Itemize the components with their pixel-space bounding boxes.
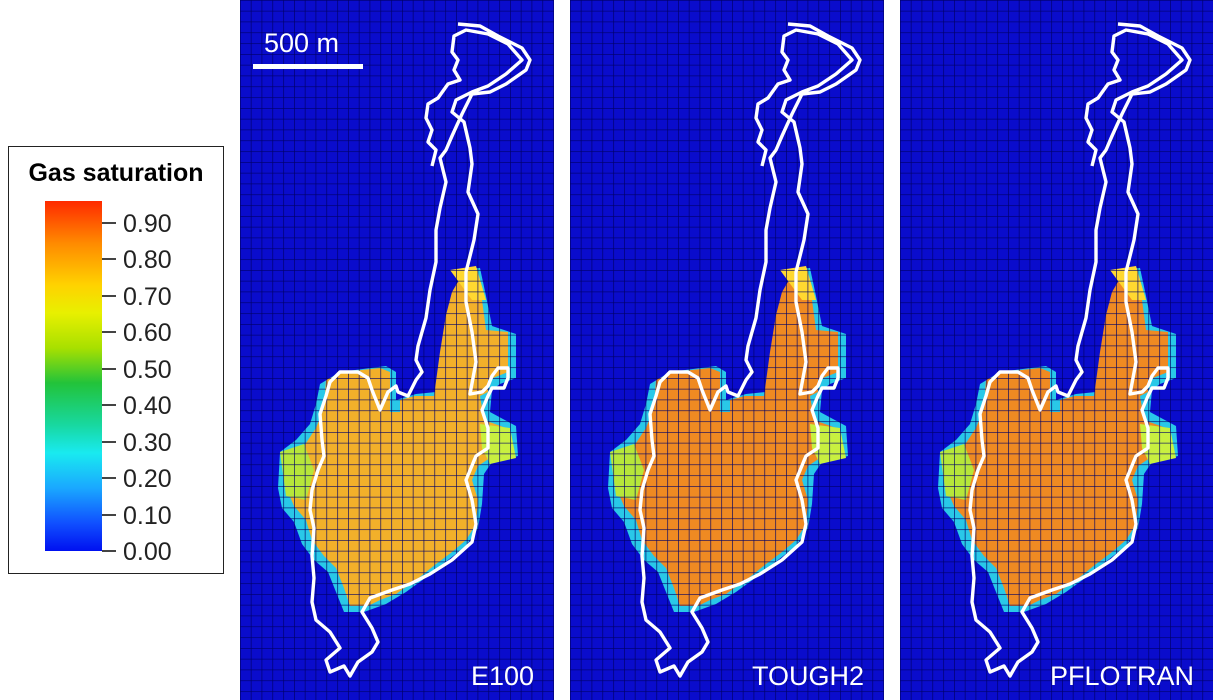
legend-tick-mark: [102, 222, 116, 224]
legend-tick-mark: [102, 513, 116, 516]
scale-bar-label: 500 m: [264, 28, 339, 58]
legend-tick-label: 0.90: [123, 210, 172, 238]
legend-tick-mark: [102, 331, 116, 334]
panel-label: TOUGH2: [752, 661, 864, 691]
legend-tick-mark: [102, 440, 116, 443]
legend-tick-label: 0.00: [123, 538, 172, 566]
legend-tick-mark: [102, 367, 116, 370]
panel-label: PFLOTRAN: [1050, 661, 1194, 691]
simulation-grid: [240, 0, 554, 700]
legend-tick-label: 0.80: [123, 246, 172, 275]
legend-tick-mark: [102, 258, 116, 261]
boundary-outline: [638, 22, 862, 678]
legend-tick-mark: [102, 404, 116, 407]
legend-tick-label: 0.10: [123, 501, 172, 530]
legend-tick-label: 0.50: [123, 355, 172, 384]
scale-bar-line: [253, 64, 363, 69]
panel-e100: E100: [240, 0, 554, 700]
legend-tick-label: 0.60: [123, 319, 172, 348]
simulation-grid: [570, 0, 884, 700]
legend-colorbar: [45, 201, 102, 551]
legend-tick-mark: [102, 477, 116, 480]
panel-pflotran: PFLOTRAN: [900, 0, 1213, 700]
legend-tick-mark: [102, 294, 116, 297]
panel-tough2: TOUGH2: [570, 0, 884, 700]
legend-title: Gas saturation: [28, 159, 204, 187]
legend-tick-label: 0.30: [123, 428, 172, 457]
panel-label: E100: [471, 661, 534, 691]
legend: Gas saturation 0.90 0.80 0.70 0.60 0.50 0.40 0…: [8, 146, 224, 574]
legend-tick-label: 0.70: [123, 282, 172, 311]
simulation-grid: [900, 0, 1213, 700]
legend-tick-label: 0.20: [123, 465, 172, 494]
legend-tick-label: 0.40: [123, 392, 172, 421]
scale-bar: 500 m: [253, 28, 363, 69]
legend-tick-mark: [102, 550, 116, 552]
boundary-outline: [968, 22, 1192, 678]
boundary-outline: [308, 22, 532, 678]
